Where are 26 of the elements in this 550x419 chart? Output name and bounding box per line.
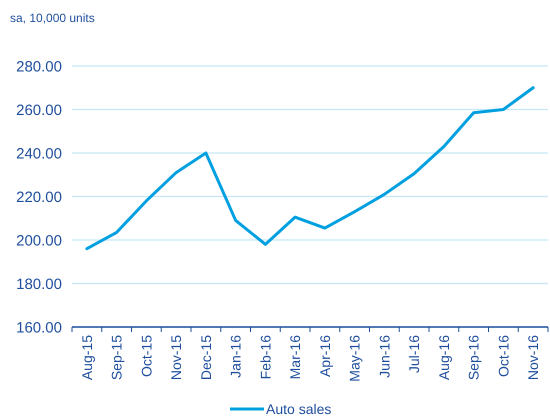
x-tick-label: Sep-16: [466, 334, 482, 380]
x-tick-label: Aug-15: [78, 334, 95, 380]
x-tick-label: Oct-16: [495, 334, 512, 378]
x-tick-label: Jun-16: [376, 334, 392, 378]
x-tick-label: Feb-16: [257, 334, 274, 380]
x-tick-label: Apr-16: [316, 334, 333, 378]
y-tick-label: 240.00: [16, 145, 62, 162]
x-tick-label: Jan-16: [228, 334, 244, 378]
x-tick-label: Mar-16: [287, 334, 304, 380]
line-series: [85, 86, 535, 250]
y-tick-label: 180.00: [16, 276, 62, 293]
y-tick-label: 160.00: [16, 319, 62, 336]
x-tick-label: Oct-15: [138, 334, 154, 378]
y-tick-label: 280.00: [16, 58, 62, 76]
y-tick-label: 220.00: [16, 188, 62, 206]
x-tick-label: May-16: [346, 334, 363, 382]
x-tick-label: Nov-16: [525, 334, 542, 380]
x-tick-label: Jul-16: [406, 334, 422, 374]
x-tick-label: Aug-16: [436, 334, 452, 380]
x-tick-label: Dec-15: [198, 334, 214, 380]
y-axis-title: sa, 10,000 units: [10, 11, 95, 25]
x-tick-label: Nov-15: [168, 334, 184, 380]
y-tick-label: 200.00: [16, 232, 62, 250]
y-tick-label: 260.00: [16, 102, 62, 119]
legend-label: Auto sales: [266, 400, 332, 417]
x-tick-label: Sep-15: [108, 334, 125, 380]
